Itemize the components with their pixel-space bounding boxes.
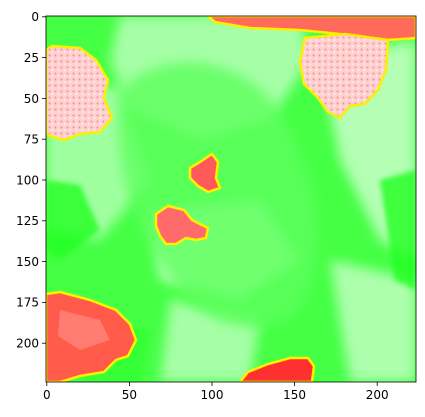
x-tick-label: 200 (366, 388, 389, 402)
red-region-center-small (188, 152, 222, 194)
y-tick-label: 200 (16, 337, 39, 351)
red-region-top-right (298, 32, 390, 120)
red-region-center-left (154, 204, 210, 246)
y-tick-label: 100 (16, 174, 39, 188)
y-tick-label: 50 (24, 92, 39, 106)
x-tick-label: 50 (122, 388, 137, 402)
y-axis: 0 25 50 75 100 125 150 175 200 (16, 10, 46, 351)
y-tick-label: 175 (16, 296, 39, 310)
y-tick-label: 0 (31, 10, 39, 24)
y-tick-label: 75 (24, 133, 39, 147)
x-tick-label: 150 (283, 388, 306, 402)
y-tick-label: 125 (16, 214, 39, 228)
y-tick-label: 150 (16, 255, 39, 269)
red-region-bottom-left (46, 290, 138, 382)
x-tick-label: 0 (43, 388, 51, 402)
red-region-bottom-center (238, 356, 316, 382)
x-axis: 0 50 100 150 200 (43, 382, 389, 402)
red-region-top-left (46, 44, 114, 142)
heatmap-image (46, 16, 416, 382)
x-tick-label: 100 (201, 388, 224, 402)
y-tick-label: 25 (24, 51, 39, 65)
axes-frame (45, 15, 417, 383)
